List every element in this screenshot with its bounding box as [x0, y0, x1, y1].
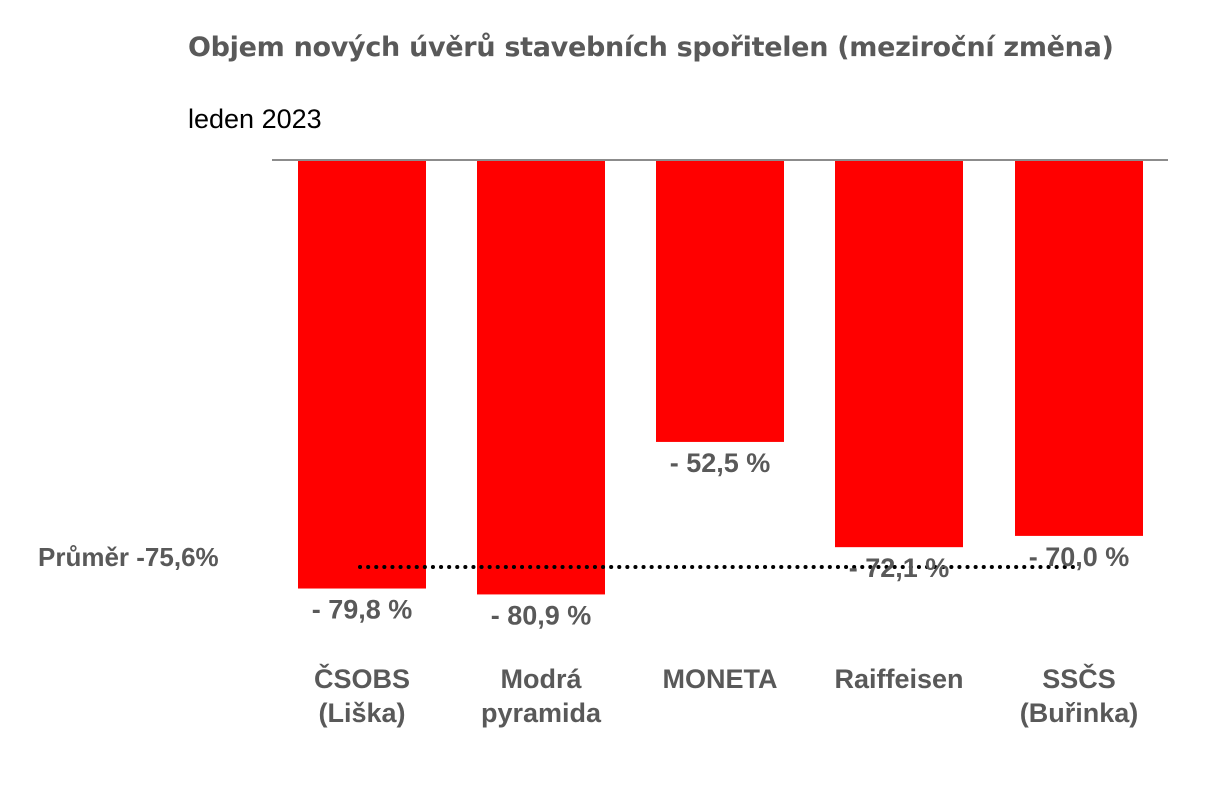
data-label: - 79,8 %: [312, 595, 413, 625]
category-label: SSČS (Buřinka): [1020, 663, 1139, 728]
category-label: Modrá pyramida: [481, 664, 602, 728]
category-label: MONETA: [663, 664, 778, 694]
bars-layer: [298, 160, 1143, 595]
bar: [477, 160, 605, 595]
bar: [298, 160, 426, 589]
chart-subtitle: leden 2023: [188, 104, 322, 134]
bar: [1015, 160, 1143, 536]
data-label: - 70,0 %: [1029, 542, 1130, 572]
data-label: - 52,5 %: [670, 448, 771, 478]
average-layer: Průměr -75,6%: [38, 542, 1080, 572]
data-label: - 80,9 %: [491, 600, 592, 630]
data-label: - 72,1 %: [849, 553, 950, 583]
bar: [656, 160, 784, 442]
average-label: Průměr -75,6%: [38, 542, 219, 572]
category-label: ČSOBS (Liška): [314, 663, 410, 728]
bar: [835, 160, 963, 548]
chart-title: Objem nových úvěrů stavebních spořitelen…: [188, 32, 1114, 63]
labels-layer: - 79,8 % ČSOBS (Liška) - 80,9 % Modrá pyramid…: [312, 448, 1139, 728]
category-label: Raiffeisen: [834, 664, 963, 694]
